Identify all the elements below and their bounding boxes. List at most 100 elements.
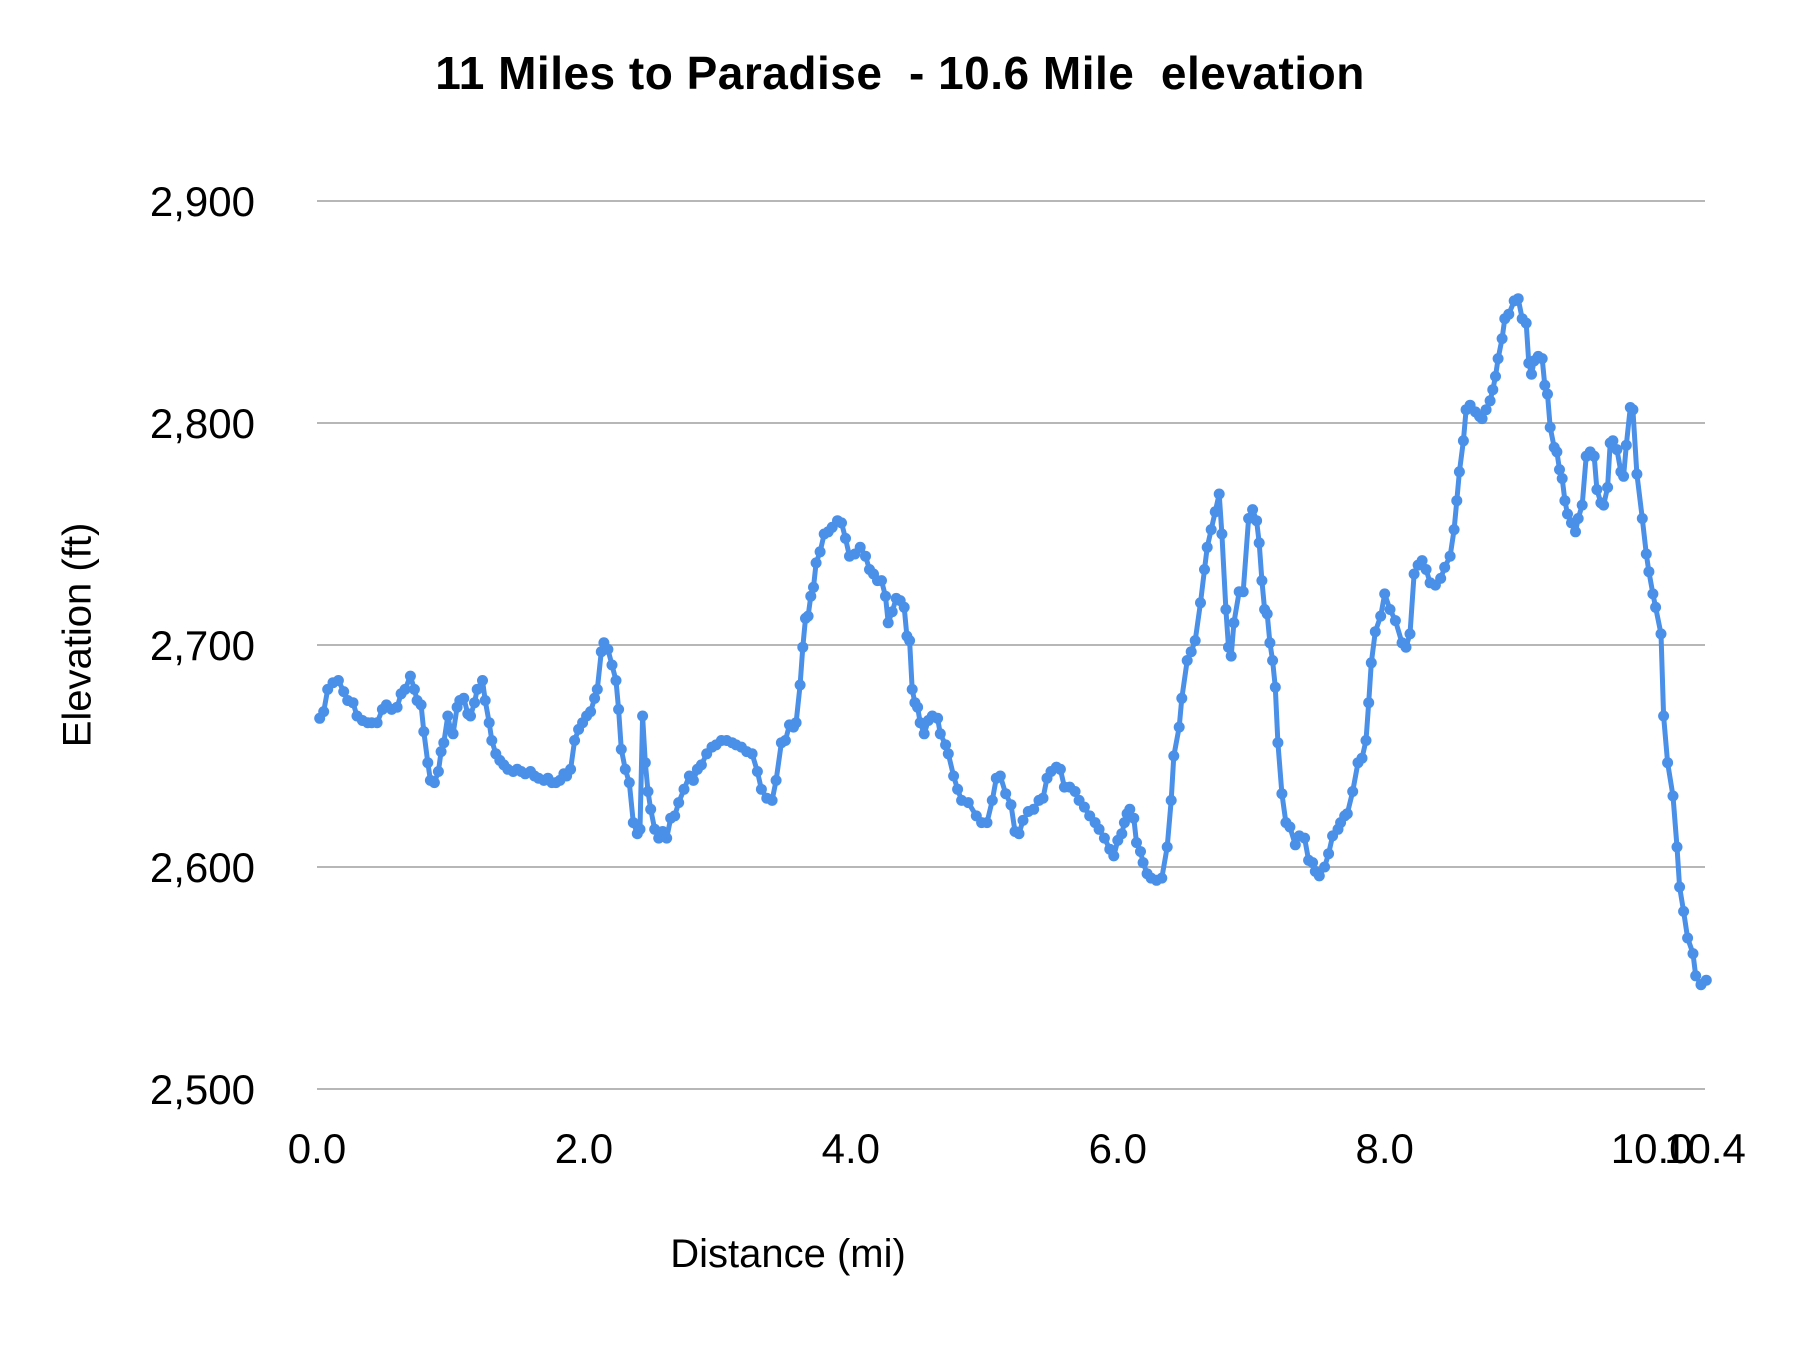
data-point	[940, 739, 952, 751]
data-point	[1544, 421, 1556, 433]
data-point	[1636, 513, 1648, 524]
data-point	[794, 679, 806, 691]
data-point	[1363, 697, 1375, 709]
data-point	[1137, 857, 1149, 869]
data-point	[1201, 541, 1213, 553]
data-point	[779, 735, 791, 746]
data-point	[695, 759, 707, 771]
data-point	[1013, 828, 1025, 840]
data-point	[1156, 872, 1168, 884]
data-point	[458, 692, 470, 704]
data-point	[860, 550, 871, 562]
data-point	[1028, 803, 1040, 815]
data-point	[371, 717, 383, 729]
data-point	[1453, 466, 1465, 478]
data-point	[1375, 610, 1387, 622]
data-point	[673, 797, 685, 809]
x-tick-label: 10.4	[1664, 1125, 1746, 1172]
data-point	[1602, 481, 1614, 493]
data-point	[1213, 488, 1225, 500]
data-point	[880, 590, 891, 602]
data-point	[465, 710, 476, 722]
data-point	[898, 601, 910, 613]
data-point	[1671, 841, 1683, 853]
data-point	[589, 692, 601, 704]
data-point	[1416, 555, 1428, 567]
data-point	[1128, 812, 1140, 824]
data-point	[1069, 786, 1081, 797]
data-point	[932, 712, 944, 724]
data-point	[1037, 792, 1049, 804]
data-point	[1389, 615, 1401, 627]
x-tick-label: 6.0	[1089, 1125, 1147, 1172]
x-tick-label: 8.0	[1355, 1125, 1413, 1172]
data-point	[678, 783, 690, 795]
data-point	[1199, 564, 1210, 575]
data-point	[918, 728, 930, 740]
data-point	[1439, 561, 1451, 573]
data-point	[1591, 484, 1603, 496]
x-axis-title: Distance (mi)	[670, 1232, 906, 1276]
data-point	[1093, 823, 1105, 835]
data-point	[1168, 750, 1180, 762]
data-point	[1078, 801, 1090, 813]
data-point	[1173, 721, 1185, 733]
data-point	[802, 610, 814, 622]
data-point	[602, 643, 614, 655]
data-point	[1650, 601, 1662, 613]
data-point	[347, 697, 359, 709]
data-point	[483, 717, 495, 729]
data-point	[876, 575, 887, 587]
data-point	[637, 710, 649, 722]
data-point	[1492, 353, 1504, 365]
data-point	[615, 743, 627, 755]
data-point	[1611, 444, 1623, 456]
data-point	[565, 763, 577, 775]
data-point	[1572, 513, 1584, 524]
data-point	[1256, 575, 1268, 587]
data-point	[1640, 548, 1652, 560]
data-point	[1551, 446, 1563, 458]
data-point	[1319, 861, 1331, 873]
data-point	[1124, 803, 1136, 815]
y-axis-title: Elevation (ft)	[55, 522, 100, 748]
data-point	[1618, 470, 1630, 482]
data-point	[1627, 404, 1639, 416]
data-point	[1539, 379, 1551, 391]
data-point	[639, 757, 651, 769]
data-point	[810, 557, 822, 569]
data-point	[1161, 841, 1173, 853]
data-point	[1490, 370, 1501, 382]
data-point	[1299, 832, 1311, 844]
data-point	[1223, 641, 1234, 653]
data-point	[1678, 905, 1690, 917]
data-point	[1700, 974, 1712, 986]
data-point	[1253, 537, 1265, 549]
data-point	[1408, 568, 1420, 580]
data-point	[477, 675, 488, 686]
data-point	[1476, 413, 1488, 425]
data-point	[1098, 832, 1110, 844]
data-point	[1444, 550, 1456, 562]
data-point	[1220, 604, 1232, 615]
data-point	[1598, 499, 1610, 511]
data-point	[1620, 439, 1632, 451]
data-point	[569, 735, 581, 746]
data-point	[438, 737, 450, 749]
data-point	[766, 794, 778, 806]
data-point	[1554, 464, 1565, 476]
data-point	[981, 817, 993, 829]
data-point	[912, 701, 924, 713]
data-point	[408, 683, 420, 695]
data-point	[399, 683, 411, 695]
data-point	[1451, 495, 1463, 507]
data-point	[1658, 710, 1670, 722]
data-point	[1005, 799, 1017, 811]
data-point	[1690, 970, 1702, 982]
data-point	[1607, 435, 1619, 447]
y-tick-label: 2,500	[150, 1066, 255, 1113]
data-point	[1267, 655, 1279, 666]
data-point	[585, 706, 597, 718]
data-point	[1165, 794, 1177, 806]
